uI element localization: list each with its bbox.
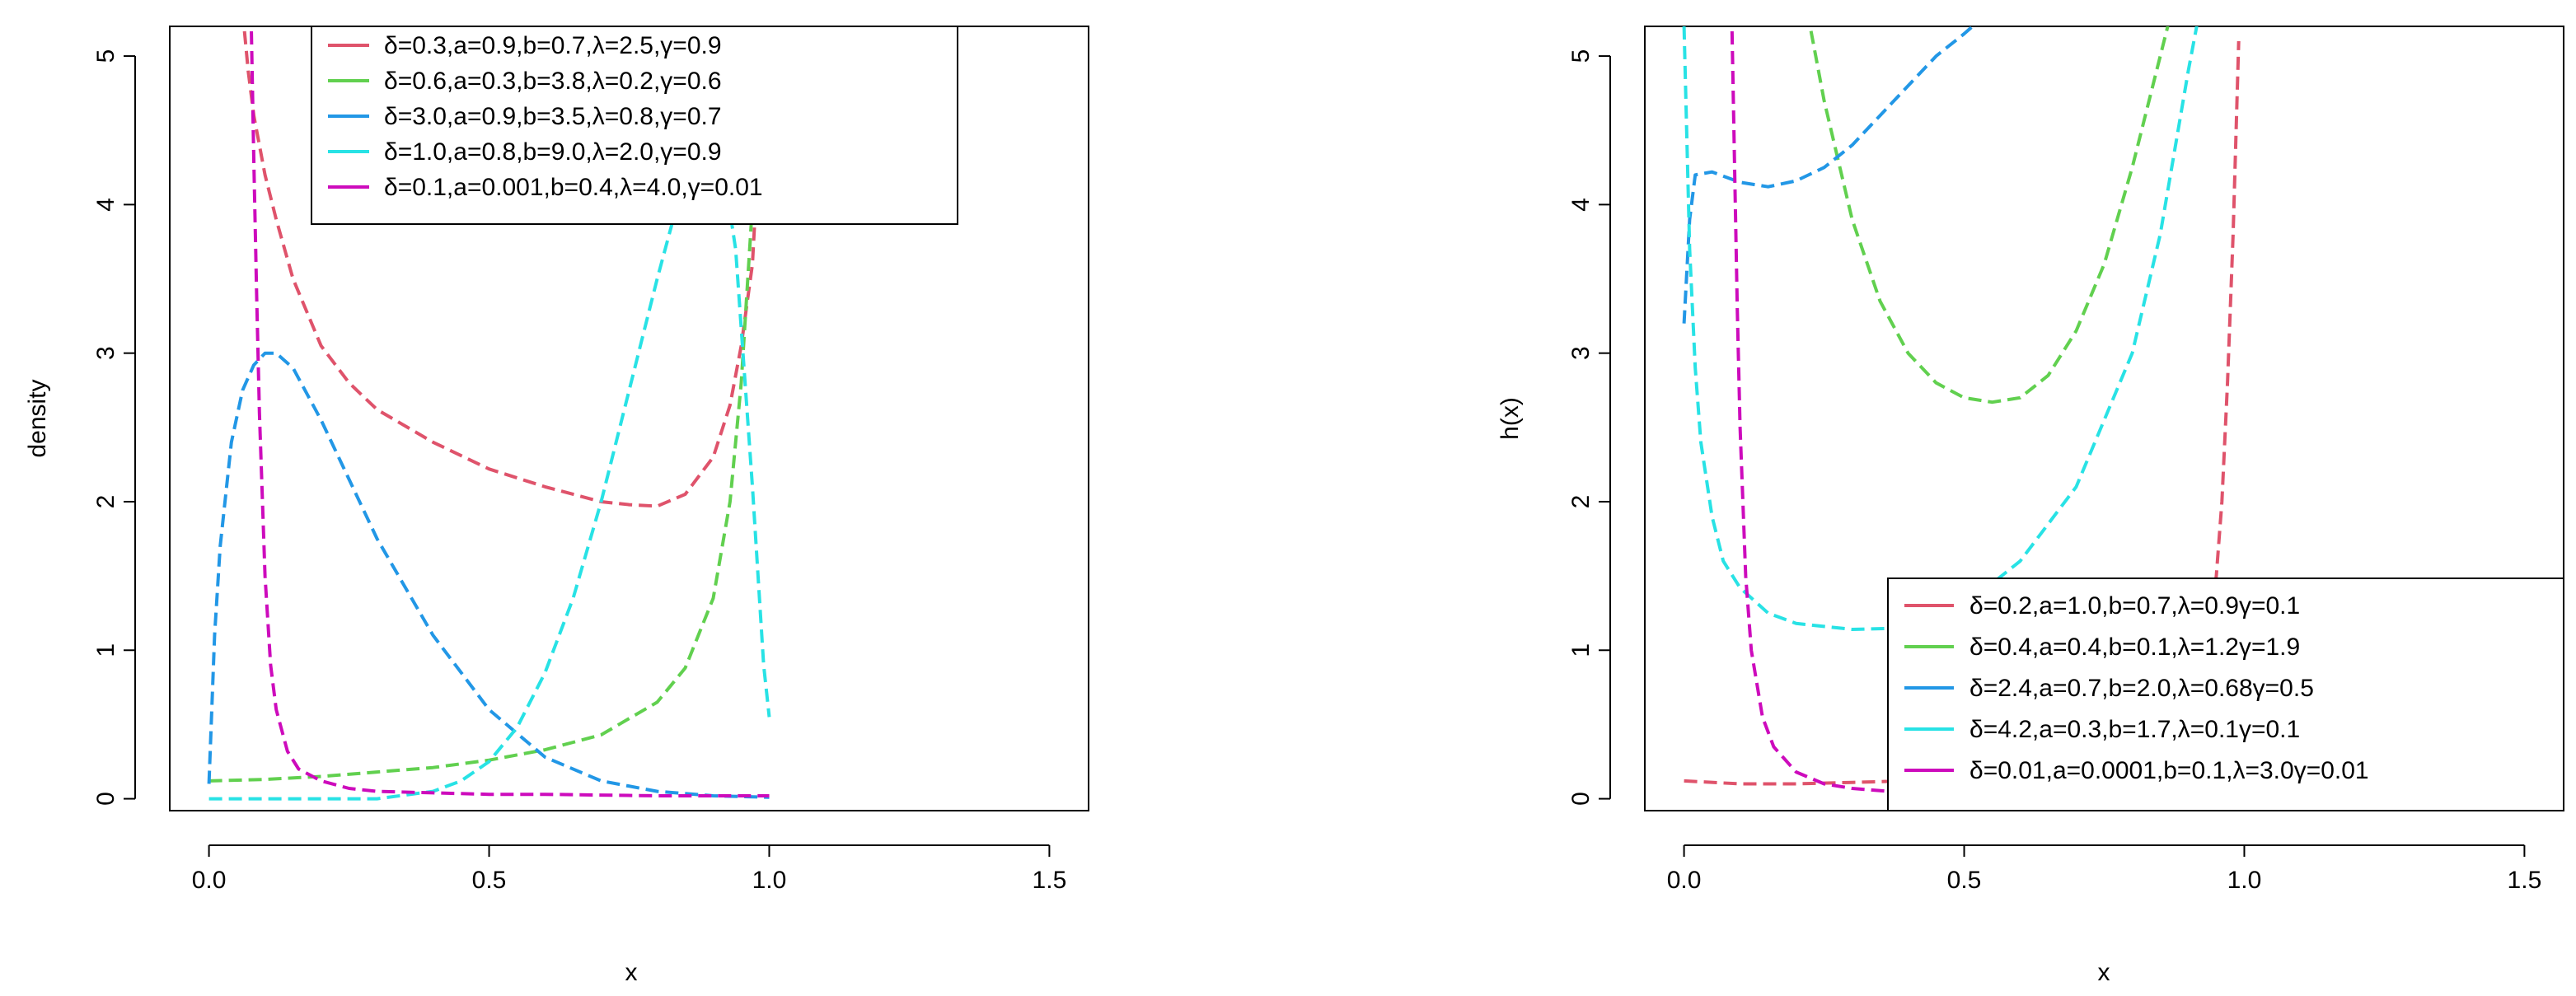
- legend: δ=0.2,a=1.0,b=0.7,λ=0.9γ=0.1 δ=0.4,a=0.4,…: [1887, 577, 2564, 811]
- hazard-panel: 0.0 0.5 1.0 1.5 0 1 2 3 4 5 x h(x) δ=0.2,a=1.0,b…: [1496, 26, 2564, 986]
- y-tick-label: 2: [1567, 495, 1595, 509]
- legend-label: δ=0.4,a=0.4,b=0.1,λ=1.2γ=1.9: [1969, 634, 2300, 661]
- y-tick-label: 4: [92, 198, 119, 212]
- legend-label: δ=4.2,a=0.3,b=1.7,λ=0.1γ=0.1: [1969, 716, 2300, 743]
- y-tick-label: 5: [92, 49, 119, 63]
- x-axis: 0.0 0.5 1.0 1.5: [1667, 844, 2542, 894]
- legend-label: δ=0.1,a=0.001,b=0.4,λ=4.0,γ=0.01: [384, 174, 763, 201]
- x-tick-label: 0.0: [192, 867, 227, 894]
- legend-label: δ=3.0,a=0.9,b=3.5,λ=0.8,γ=0.7: [384, 103, 722, 130]
- y-tick-label: 1: [1567, 643, 1595, 657]
- series-layer: [1682, 26, 2241, 797]
- y-tick-label: 2: [92, 495, 119, 509]
- y-tick-label: 5: [1567, 49, 1595, 63]
- series-line-1: [242, 26, 766, 508]
- legend-label: δ=1.0,a=0.8,b=9.0,λ=2.0,γ=0.9: [384, 138, 722, 166]
- x-tick-label: 0.0: [1667, 867, 1702, 894]
- legend-label: δ=0.2,a=1.0,b=0.7,λ=0.9γ=0.1: [1969, 592, 2300, 620]
- series-line-2: [1808, 26, 2170, 404]
- x-tick-label: 1.0: [752, 867, 787, 894]
- x-tick-label: 0.5: [472, 867, 507, 894]
- y-tick-label: 3: [1567, 346, 1595, 360]
- y-tick-label: 1: [92, 643, 119, 657]
- y-tick-label: 0: [1567, 792, 1595, 806]
- y-tick-label: 3: [92, 346, 119, 360]
- y-axis: 0 1 2 3 4 5: [1567, 49, 1611, 806]
- y-axis-title: density: [24, 379, 51, 457]
- legend-box: [1887, 577, 2564, 811]
- x-tick-label: 1.5: [2508, 867, 2542, 894]
- y-tick-label: 0: [92, 792, 119, 806]
- y-axis: 0 1 2 3 4 5: [92, 49, 136, 806]
- series-line-3: [1682, 26, 1975, 324]
- legend-label: δ=0.3,a=0.9,b=0.7,λ=2.5,γ=0.9: [384, 32, 722, 59]
- y-tick-label: 4: [1567, 198, 1595, 212]
- series-line-5: [249, 26, 770, 797]
- x-tick-label: 0.5: [1947, 867, 1982, 894]
- legend: δ=0.3,a=0.9,b=0.7,λ=2.5,γ=0.9 δ=0.6,a=0.3…: [311, 26, 958, 225]
- x-axis-title: x: [625, 959, 638, 986]
- legend-label: δ=2.4,a=0.7,b=2.0,λ=0.68γ=0.5: [1969, 675, 2314, 702]
- series-line-3: [207, 351, 770, 799]
- series-line-2: [208, 26, 765, 783]
- legend-label: δ=0.6,a=0.3,b=3.8,λ=0.2,γ=0.6: [384, 68, 722, 95]
- series-layer: [207, 26, 771, 801]
- x-axis: 0.0 0.5 1.0 1.5: [192, 844, 1067, 894]
- density-panel: 0.0 0.5 1.0 1.5 0 1 2 3 4 5 x density δ=0.3,a=0.…: [24, 26, 1089, 986]
- series-line-4: [208, 136, 771, 801]
- y-axis-title: h(x): [1496, 397, 1524, 440]
- x-axis-title: x: [2098, 959, 2110, 986]
- x-tick-label: 1.5: [1033, 867, 1067, 894]
- series-line-4: [1682, 26, 2199, 631]
- x-tick-label: 1.0: [2227, 867, 2262, 894]
- legend-box: [311, 26, 958, 225]
- series-line-1: [1684, 40, 2241, 786]
- legend-label: δ=0.01,a=0.0001,b=0.1,λ=3.0γ=0.01: [1969, 757, 2369, 784]
